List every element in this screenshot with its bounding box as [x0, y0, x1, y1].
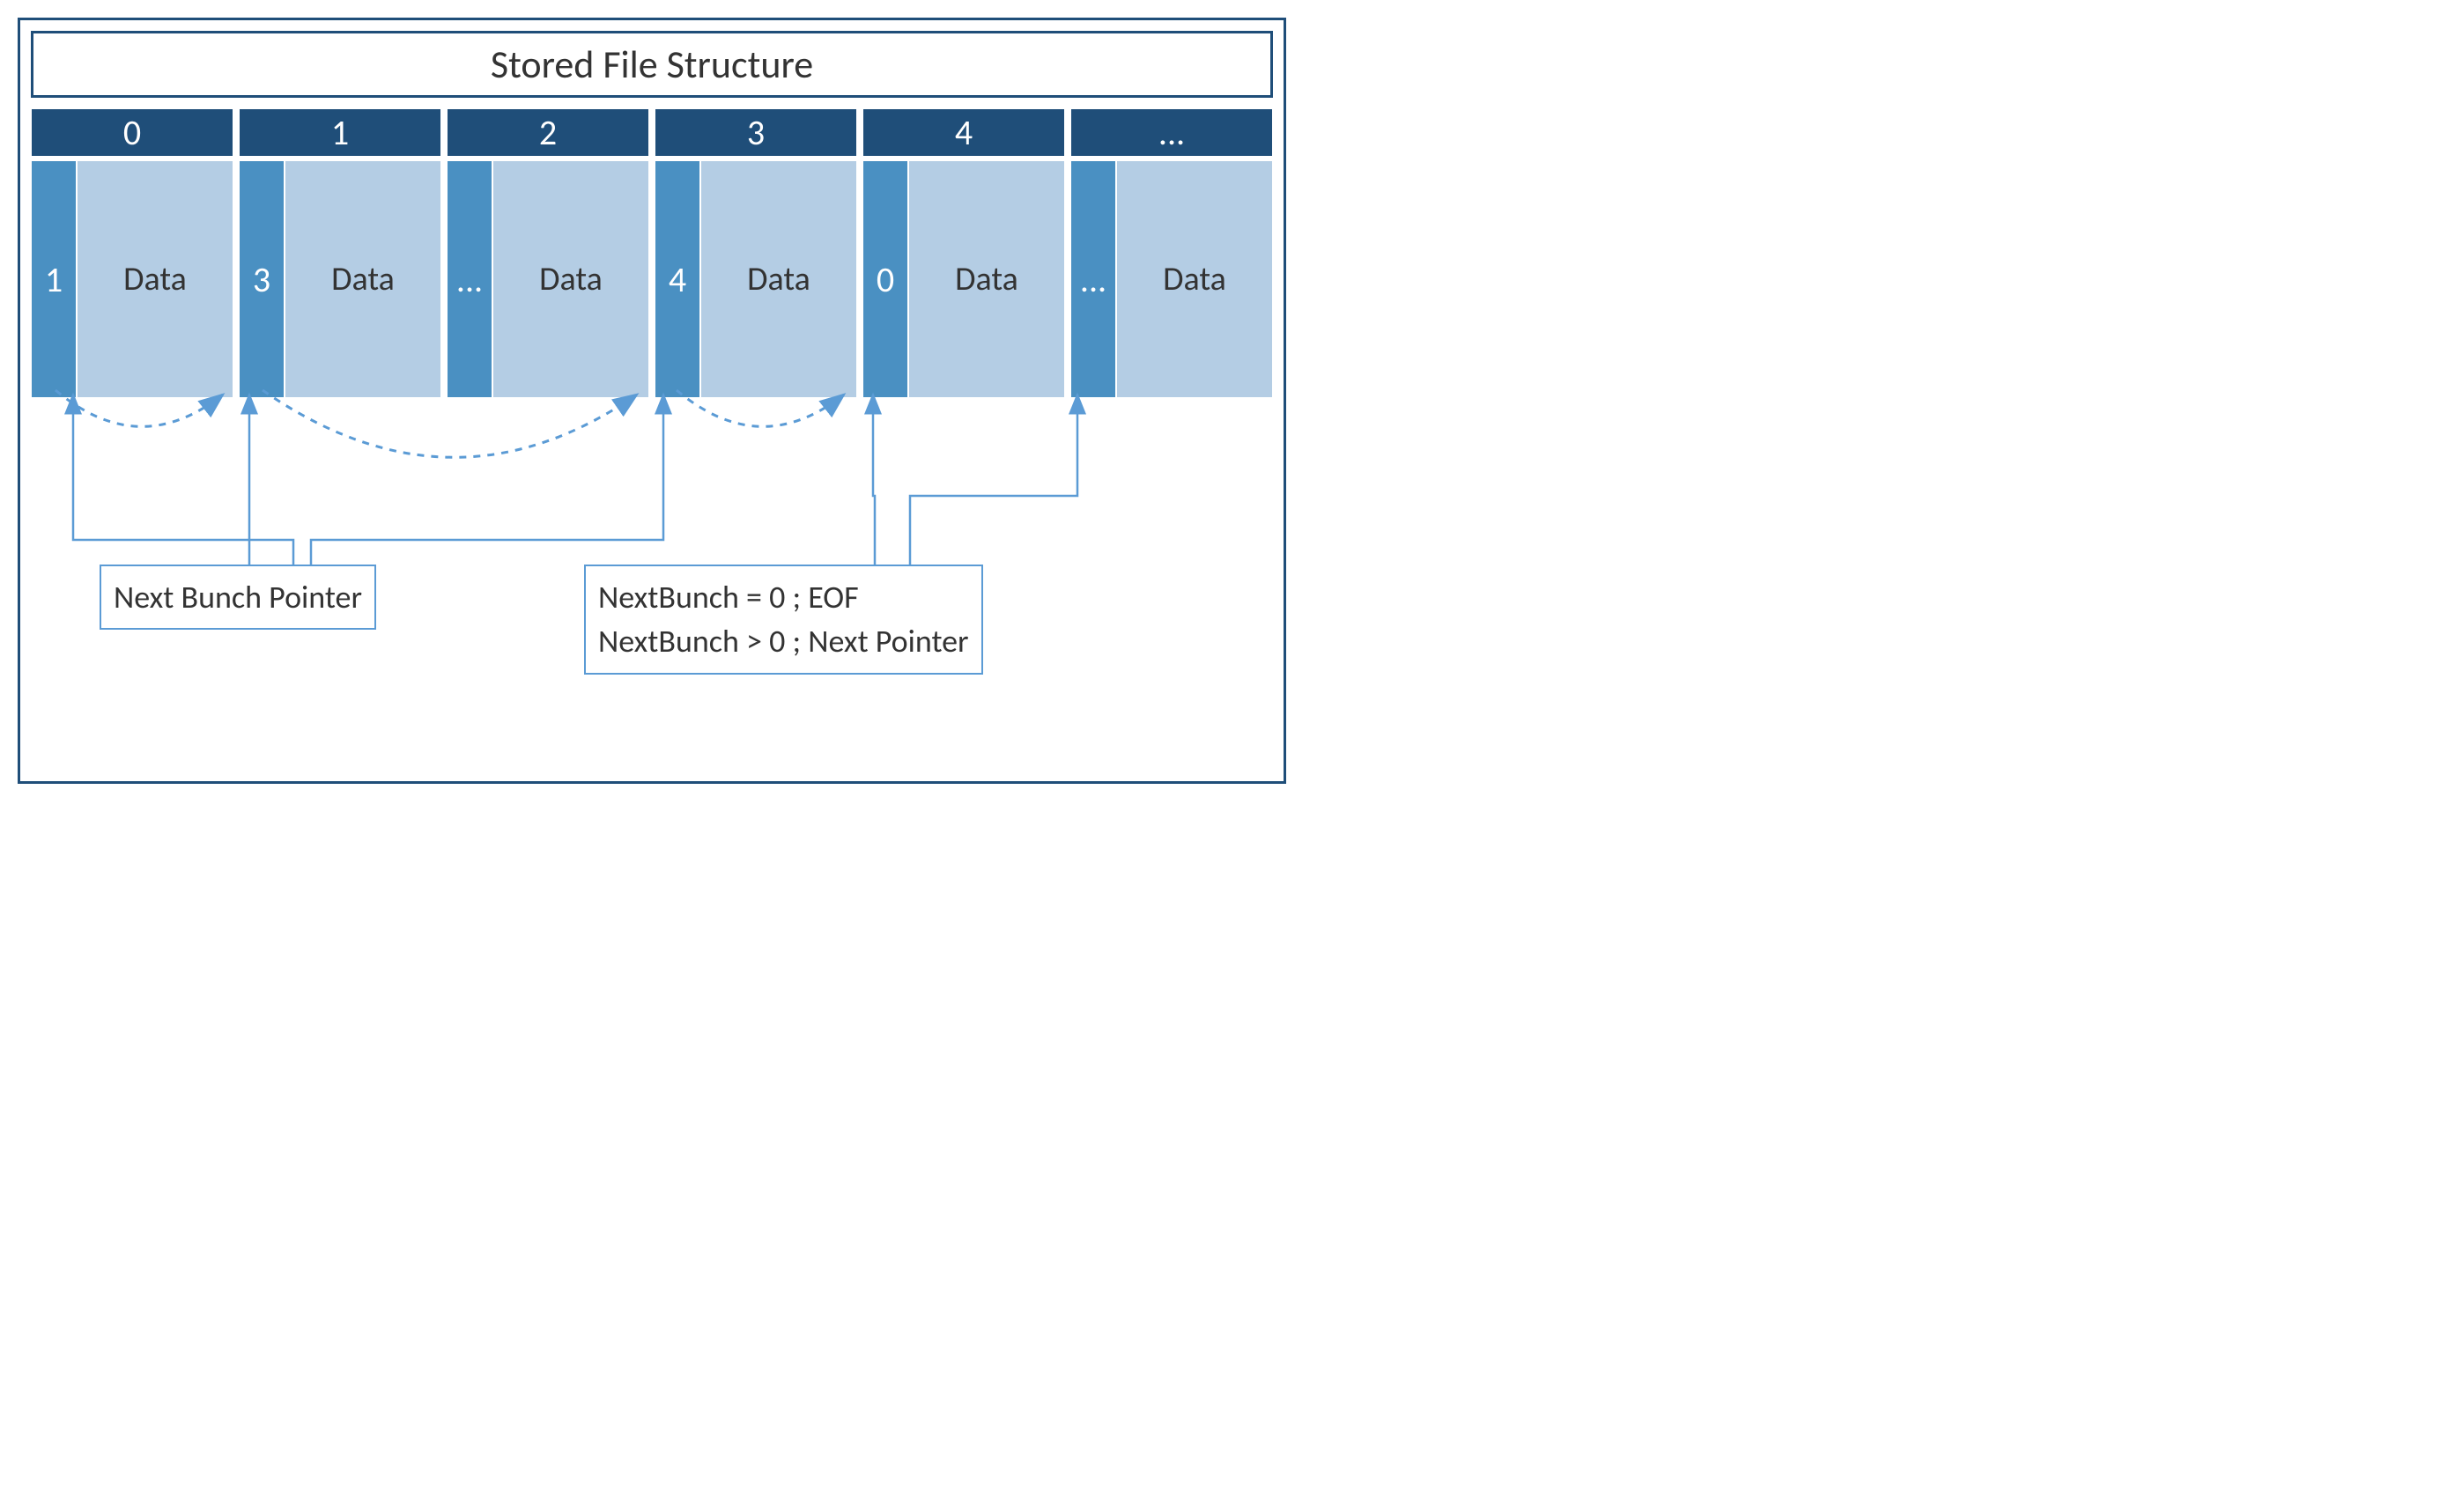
block-3: 3 4 Data [655, 108, 857, 398]
block-header: 3 [655, 108, 857, 157]
blocks-row: 0 1 Data 1 3 Data 2 ... Data 3 4 Data [31, 108, 1273, 398]
pointer-cell: 0 [862, 160, 908, 398]
block-body: ... Data [447, 160, 649, 398]
block-body: 3 Data [239, 160, 441, 398]
data-cell: Data [285, 160, 441, 398]
block-5: ... ... Data [1070, 108, 1273, 398]
pointer-cell: ... [447, 160, 492, 398]
label-left-text: Next Bunch Pointer [114, 578, 362, 616]
block-header: 4 [862, 108, 1065, 157]
data-cell: Data [1116, 160, 1273, 398]
block-header: 2 [447, 108, 649, 157]
data-cell: Data [492, 160, 649, 398]
block-4: 4 0 Data [862, 108, 1065, 398]
solid-arrow-left-3 [311, 395, 663, 565]
solid-arrow-left-0 [73, 395, 293, 565]
block-body: 1 Data [31, 160, 233, 398]
block-body: 0 Data [862, 160, 1065, 398]
pointer-cell: 1 [31, 160, 77, 398]
block-header: ... [1070, 108, 1273, 157]
diagram-frame: Stored File Structure 0 1 Data 1 3 Data … [18, 18, 1286, 784]
diagram-title: Stored File Structure [491, 41, 813, 88]
data-cell: Data [77, 160, 233, 398]
pointer-cell: 3 [239, 160, 285, 398]
label-nextbunch-rules: NextBunch = 0 ; EOF NextBunch > 0 ; Next… [584, 565, 983, 675]
solid-arrow-right-5 [910, 395, 1077, 565]
pointer-cell: 4 [655, 160, 700, 398]
data-cell: Data [700, 160, 857, 398]
block-header: 0 [31, 108, 233, 157]
block-body: 4 Data [655, 160, 857, 398]
label-next-bunch-pointer: Next Bunch Pointer [100, 565, 376, 630]
title-box: Stored File Structure [31, 31, 1273, 98]
data-cell: Data [908, 160, 1065, 398]
block-header: 1 [239, 108, 441, 157]
pointer-cell: ... [1070, 160, 1116, 398]
solid-arrow-right-4 [873, 395, 875, 565]
block-2: 2 ... Data [447, 108, 649, 398]
block-body: ... Data [1070, 160, 1273, 398]
block-1: 1 3 Data [239, 108, 441, 398]
label-right-line1: NextBunch = 0 ; EOF [598, 575, 969, 619]
block-0: 0 1 Data [31, 108, 233, 398]
label-right-line2: NextBunch > 0 ; Next Pointer [598, 619, 969, 663]
dashed-arrow-1-3 [263, 390, 637, 457]
